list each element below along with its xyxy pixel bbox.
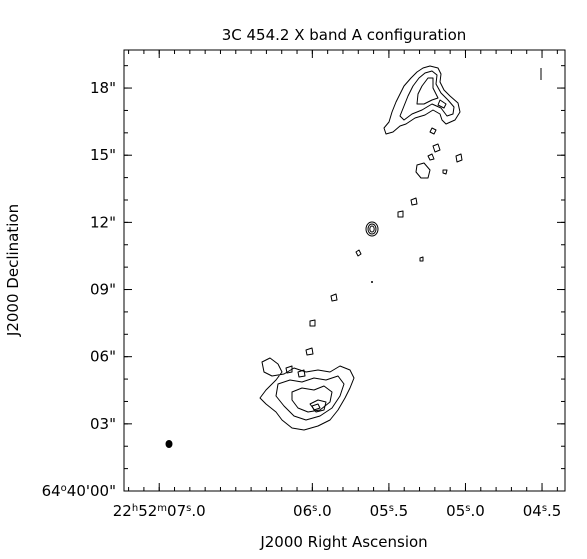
x-tick-label: 05s.0 <box>446 502 485 520</box>
contour-map <box>165 65 542 448</box>
y-tick-label: 09" <box>90 281 116 299</box>
south-lobe-contours <box>259 357 355 431</box>
y-tick-label: 12" <box>90 213 116 231</box>
y-tick-label: 18" <box>90 79 116 97</box>
x-tick-label: 06s.0 <box>293 502 332 520</box>
x-tick-label: 22h52m07s.0 <box>113 502 206 520</box>
x-tick-label: 04s.5 <box>523 502 562 520</box>
x-axis-ticks: 22h52m07s.0 06s.0 05s.5 05s.0 04s.5 <box>113 50 562 520</box>
plot-frame <box>123 49 566 492</box>
jet-knots <box>305 127 463 356</box>
y-axis-label: J2000 Declination <box>4 204 22 337</box>
y-tick-label: 06" <box>90 348 116 366</box>
y-tick-label: 64o40'00" <box>42 482 116 500</box>
north-lobe-contours <box>383 65 461 135</box>
chart-title: 3C 454.2 X band A configuration <box>222 26 467 44</box>
y-tick-label: 15" <box>90 146 116 164</box>
core-contours <box>365 221 379 237</box>
beam-ellipse <box>165 440 173 448</box>
x-tick-label: 05s.5 <box>370 502 409 520</box>
x-axis-label: J2000 Right Ascension <box>259 533 427 551</box>
y-axis-ticks: 64o40'00" 03" 06" 09" 12" 15" 18" <box>42 65 565 500</box>
y-tick-label: 03" <box>90 415 116 433</box>
